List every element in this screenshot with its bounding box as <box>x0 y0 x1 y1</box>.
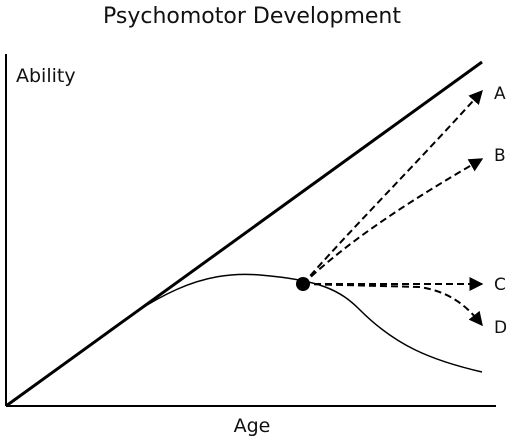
diagram-title: Psychomotor Development <box>103 4 401 29</box>
actual-development-curve <box>5 273 483 407</box>
trajectory-d-label: D <box>494 318 507 338</box>
trajectory-a-path <box>302 89 483 285</box>
trajectory-a-label: A <box>494 84 506 104</box>
divergence-point <box>296 277 310 291</box>
trajectory-d-path <box>302 283 483 327</box>
x-axis-label: Age <box>234 415 271 437</box>
trajectory-c-label: C <box>494 275 506 295</box>
y-axis-label: Ability <box>16 65 76 87</box>
trajectory-b-path <box>302 158 484 285</box>
trajectory-b-label: B <box>494 146 506 166</box>
